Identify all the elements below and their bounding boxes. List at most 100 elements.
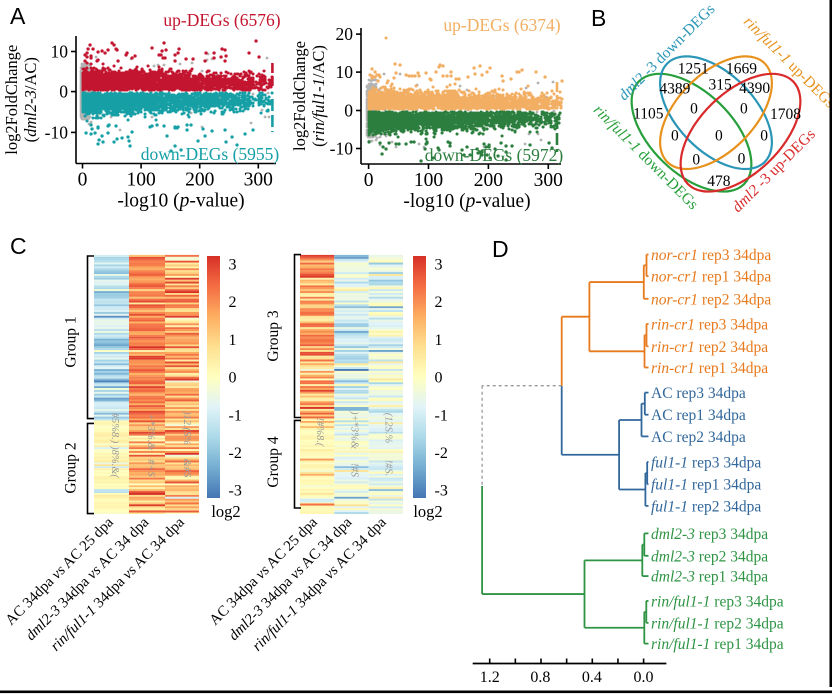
- svg-text:4390: 4390: [739, 80, 770, 97]
- svg-text:315: 315: [708, 77, 732, 94]
- svg-text:Group 4: Group 4: [265, 436, 282, 487]
- svg-text:nor-cr1 rep2 34dpa: nor-cr1 rep2 34dpa: [651, 291, 771, 308]
- svg-text:nor-cr1 rep1 34dpa: nor-cr1 rep1 34dpa: [651, 269, 771, 286]
- svg-text:1708: 1708: [770, 106, 801, 123]
- svg-text:Group 2: Group 2: [63, 442, 80, 493]
- svg-text:rin/ful1-1 34dpa vs AC 34 dpa: rin/ful1-1 34dpa vs AC 34 dpa: [48, 514, 188, 654]
- svg-text:ful1-1 rep2 34dpa: ful1-1 rep2 34dpa: [651, 498, 761, 515]
- svg-text:dml2-3 rep2 34dpa: dml2-3 rep2 34dpa: [651, 548, 768, 565]
- svg-text:up-DEGs (6374): up-DEGs (6374): [443, 15, 560, 35]
- svg-text:D: D: [492, 236, 509, 262]
- svg-text:)+*3%&: )+*3%&: [349, 410, 360, 450]
- svg-text:20: 20: [336, 24, 354, 44]
- svg-text:C: C: [10, 233, 27, 259]
- svg-text:0: 0: [344, 101, 353, 121]
- svg-text:AC rep3 34dpa: AC rep3 34dpa: [651, 385, 746, 402]
- svg-text:log2: log2: [211, 502, 240, 521]
- svg-text:0: 0: [671, 128, 679, 145]
- svg-text:-log10 (p-value): -log10 (p-value): [117, 191, 244, 212]
- svg-text:ful1-1 rep1 34dpa: ful1-1 rep1 34dpa: [651, 477, 761, 494]
- svg-text:200: 200: [185, 170, 214, 191]
- svg-text:(dml2-3/AC): (dml2-3/AC): [21, 57, 40, 142]
- svg-text:-2: -2: [229, 445, 242, 462]
- svg-text:0: 0: [364, 170, 374, 191]
- svg-text:B: B: [591, 5, 606, 31]
- svg-text:log2FoldChange: log2FoldChange: [290, 41, 309, 151]
- svg-text:rin/ful1-1 rep1 34dpa: rin/ful1-1 rep1 34dpa: [651, 636, 784, 653]
- svg-text:log2FoldChange: log2FoldChange: [2, 45, 21, 155]
- svg-text:100: 100: [414, 170, 443, 191]
- svg-text:300: 300: [534, 170, 563, 191]
- svg-text:-3: -3: [229, 483, 242, 500]
- svg-text:0: 0: [435, 370, 443, 387]
- svg-text:up-DEGs (6576): up-DEGs (6576): [163, 10, 280, 30]
- svg-text:nor-cr1 rep3 34dpa: nor-cr1 rep3 34dpa: [651, 247, 771, 264]
- svg-text:2: 2: [435, 294, 443, 311]
- svg-text:0: 0: [78, 170, 88, 191]
- svg-text:dml2 -3 up-DEGs: dml2 -3 up-DEGs: [729, 126, 819, 216]
- svg-text:1105: 1105: [633, 106, 664, 123]
- svg-text:-1: -1: [229, 407, 242, 424]
- svg-text:2: 2: [229, 294, 237, 311]
- svg-text:dml2-3 rep1 34dpa: dml2-3 rep1 34dpa: [651, 569, 768, 586]
- svg-text:0: 0: [59, 82, 68, 102]
- svg-text:-3: -3: [435, 483, 448, 500]
- svg-text:-1: -1: [435, 407, 448, 424]
- svg-text:down-DEGs (5972): down-DEGs (5972): [425, 145, 564, 165]
- svg-text:300: 300: [244, 170, 273, 191]
- svg-text:AC rep1 34dpa: AC rep1 34dpa: [651, 407, 746, 424]
- svg-text:0: 0: [715, 128, 723, 145]
- svg-text:200: 200: [474, 170, 503, 191]
- svg-text:rin-cr1 rep1 34dpa: rin-cr1 rep1 34dpa: [651, 360, 768, 377]
- svg-text:1.2: 1.2: [480, 669, 500, 686]
- svg-text:+*3%.&: +*3%.&: [145, 413, 156, 451]
- svg-text:down-DEGs (5955): down-DEGs (5955): [141, 144, 280, 164]
- svg-text:1: 1: [229, 332, 237, 349]
- svg-text:-2: -2: [435, 445, 448, 462]
- svg-text:Group 3: Group 3: [265, 310, 282, 361]
- svg-text:1251: 1251: [678, 61, 709, 78]
- svg-text:dml2-3 rep3 34dpa: dml2-3 rep3 34dpa: [651, 526, 768, 543]
- svg-text:100: 100: [126, 170, 155, 191]
- svg-text:3: 3: [229, 257, 237, 274]
- svg-text:&#S: &#S: [181, 459, 192, 478]
- svg-text:-10: -10: [45, 122, 69, 142]
- svg-text:0: 0: [760, 128, 768, 145]
- svg-text:10: 10: [51, 42, 69, 62]
- svg-text:!#%8.(: !#%8.(: [314, 418, 325, 448]
- svg-text:)12.(S%: )12.(S%: [181, 410, 192, 445]
- svg-text:0: 0: [738, 151, 746, 168]
- svg-text:rin/ful1-1 34dpa vs AC 34 dpa: rin/ful1-1 34dpa vs AC 34 dpa: [250, 514, 390, 654]
- svg-text:!#S: !#S: [349, 463, 360, 478]
- svg-text:0.0: 0.0: [634, 669, 654, 686]
- svg-text:10: 10: [336, 62, 354, 82]
- svg-text:!#S.: !#S.: [383, 460, 394, 477]
- svg-text:-log10 (p-value): -log10 (p-value): [403, 191, 530, 212]
- svg-text:0: 0: [740, 101, 748, 118]
- svg-text:-10: -10: [330, 139, 354, 159]
- svg-text:4389: 4389: [659, 81, 690, 98]
- svg-text:1669: 1669: [726, 61, 757, 78]
- svg-text:0.8: 0.8: [530, 669, 550, 686]
- svg-text:(12S.%: (12S.%: [383, 413, 394, 444]
- svg-text:rin/ful1-1 rep2 34dpa: rin/ful1-1 rep2 34dpa: [651, 615, 784, 632]
- svg-text:Group 1: Group 1: [63, 316, 80, 367]
- svg-text:log2: log2: [413, 502, 442, 521]
- svg-text:0: 0: [229, 370, 237, 387]
- svg-text:0.4: 0.4: [582, 669, 602, 686]
- svg-text:478: 478: [707, 173, 731, 190]
- svg-text:0: 0: [690, 100, 698, 117]
- svg-text:A: A: [10, 3, 26, 29]
- svg-text:AC rep2 34dpa: AC rep2 34dpa: [651, 429, 746, 446]
- svg-text:ful1-1 rep3 34dpa: ful1-1 rep3 34dpa: [651, 454, 761, 471]
- svg-text:rin/ful1-1 rep3 34dpa: rin/ful1-1 rep3 34dpa: [651, 593, 784, 610]
- svg-text:)8%.&(: )8%.&(: [109, 445, 120, 479]
- svg-text:rin-cr1 rep2 34dpa: rin-cr1 rep2 34dpa: [651, 339, 768, 356]
- svg-text:3: 3: [435, 257, 443, 274]
- svg-text:rin-cr1 rep3 34dpa: rin-cr1 rep3 34dpa: [651, 316, 768, 333]
- svg-text:(rin/ful1-1/AC): (rin/ful1-1/AC): [309, 45, 328, 147]
- svg-text:1: 1: [435, 332, 443, 349]
- svg-text:#+S: #+S: [145, 459, 156, 477]
- svg-text:#5%8.): #5%8.): [109, 413, 120, 444]
- svg-text:0: 0: [692, 151, 700, 168]
